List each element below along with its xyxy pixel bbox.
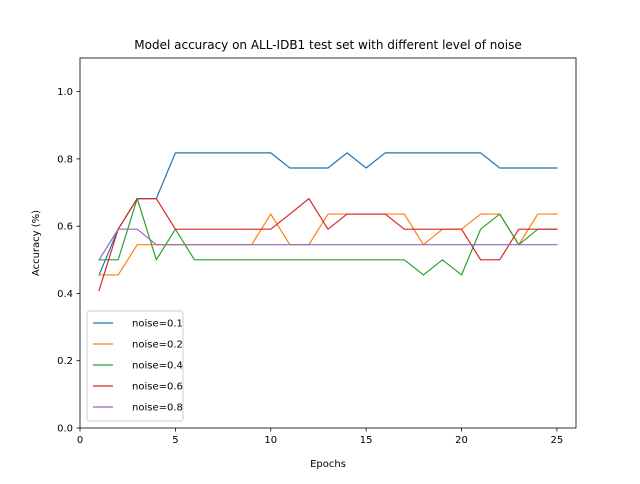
legend-label: noise=0.1 [132, 319, 183, 330]
series-line-noise-0-8 [98, 228, 558, 261]
y-tick-label: 0.0 [57, 424, 73, 435]
axes-frame [79, 57, 577, 429]
series-line-noise-0-6 [98, 198, 558, 292]
legend: noise=0.1 noise=0.2 noise=0.4 noise=0.6 nois… [86, 310, 184, 422]
legend-label: noise=0.6 [132, 382, 183, 393]
x-tick-label: 10 [264, 435, 277, 446]
y-axis-label: Accuracy (%) [31, 210, 42, 276]
x-tick-label: 20 [455, 435, 468, 446]
y-tick-label: 0.4 [57, 289, 73, 300]
y-tick-label: 0.6 [57, 222, 73, 233]
x-tick-label: 15 [360, 435, 373, 446]
legend-box [86, 310, 184, 422]
y-tick-label: 0.2 [57, 356, 73, 367]
legend-label: noise=0.2 [132, 340, 183, 351]
legend-label: noise=0.4 [132, 361, 183, 372]
x-axis-label: Epochs [310, 459, 346, 470]
series-layer [98, 152, 558, 292]
y-tick-label: 1.0 [57, 87, 73, 98]
series-line-noise-0-1 [98, 152, 558, 276]
y-tick-label: 0.8 [57, 154, 73, 165]
x-tick-label: 25 [551, 435, 564, 446]
chart-title: Model accuracy on ALL-IDB1 test set with… [134, 38, 521, 52]
plot-area [79, 57, 577, 429]
x-tick-label: 5 [172, 435, 178, 446]
y-axis: 0.0 0.2 0.4 0.6 0.8 1.0 [57, 87, 80, 435]
x-tick-label: 0 [77, 435, 83, 446]
legend-label: noise=0.8 [132, 403, 183, 414]
x-axis: 0 5 10 15 20 25 [77, 428, 563, 446]
